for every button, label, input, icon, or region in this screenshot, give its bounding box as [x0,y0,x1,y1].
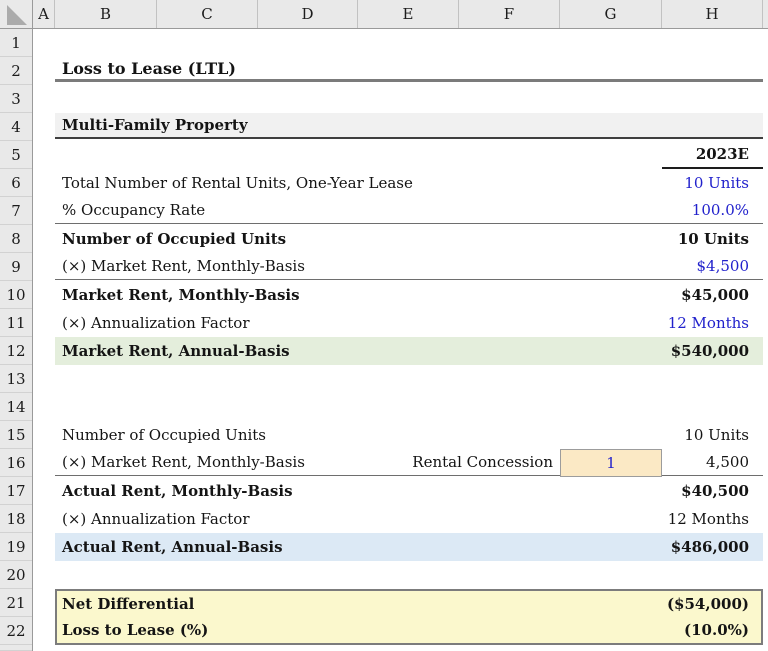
annualization-factor-2-label[interactable]: (×) Annualization Factor [62,510,250,528]
column-header-C[interactable]: C [157,0,258,28]
select-all-triangle-icon [7,5,27,25]
row-actual-rent-annual: Actual Rent, Annual-Basis $486,000 [55,533,763,561]
row-header-22[interactable]: 22 [0,617,32,645]
row-header-13[interactable]: 13 [0,365,32,393]
row-net-differential: Net Differential ($54,000) [57,591,761,617]
actual-rent-monthly-label[interactable]: Actual Rent, Monthly-Basis [62,482,293,500]
column-header-H[interactable]: H [662,0,763,28]
row-header-3[interactable]: 3 [0,85,32,113]
column-header-A[interactable]: A [33,0,55,28]
row-header-18[interactable]: 18 [0,505,32,533]
actual-rent-annual-value[interactable]: $486,000 [670,538,749,556]
row-annualization-factor-2: (×) Annualization Factor 12 Months [55,505,763,533]
row-market-rent-annual: Market Rent, Annual-Basis $540,000 [55,337,763,365]
row-annualization-factor: (×) Annualization Factor 12 Months [55,309,763,337]
select-all-corner[interactable] [0,0,33,28]
net-differential-value[interactable]: ($54,000) [666,595,749,613]
row-header-12[interactable]: 12 [0,337,32,365]
market-rent-monthly-2-value[interactable]: 4,500 [706,452,749,471]
actual-rent-annual-label[interactable]: Actual Rent, Annual-Basis [62,538,283,556]
row-headers: 1234567891011121314151617181920212223 [0,29,33,651]
row-header-19[interactable]: 19 [0,533,32,561]
row-occupancy-rate: % Occupancy Rate 100.0% [55,197,763,224]
annualization-factor-2-value[interactable]: 12 Months [667,510,749,528]
row-header-6[interactable]: 6 [0,169,32,197]
row-header-8[interactable]: 8 [0,225,32,253]
rental-concession-label: Rental Concession [412,453,553,471]
row-actual-rent-monthly: Actual Rent, Monthly-Basis $40,500 [55,477,763,505]
occupied-units-2-label[interactable]: Number of Occupied Units [62,426,267,444]
row-header-9[interactable]: 9 [0,253,32,281]
actual-rent-monthly-value[interactable]: $40,500 [681,482,749,500]
row-header-10[interactable]: 10 [0,281,32,309]
column-header-F[interactable]: F [459,0,560,28]
column-header-G[interactable]: G [560,0,662,28]
occupancy-rate-label[interactable]: % Occupancy Rate [62,200,206,219]
market-rent-monthly-value[interactable]: $45,000 [681,286,749,304]
occupied-units-2-value[interactable]: 10 Units [684,426,749,444]
occupied-units-value[interactable]: 10 Units [677,230,749,248]
occupancy-rate-value[interactable]: 100.0% [691,200,749,219]
row-header-11[interactable]: 11 [0,309,32,337]
row-header-23[interactable]: 23 [0,645,32,651]
loss-to-lease-pct-value[interactable]: (10.0%) [684,621,749,639]
net-differential-label[interactable]: Net Differential [62,595,195,613]
total-rental-units-value[interactable]: 10 Units [684,174,749,192]
cell-period-header[interactable]: 2023E [662,141,763,169]
section-header-text: Multi-Family Property [62,116,248,134]
market-rent-monthly-input-label[interactable]: (×) Market Rent, Monthly-Basis [62,256,305,275]
row-header-4[interactable]: 4 [0,113,32,141]
row-header-15[interactable]: 15 [0,421,32,449]
annualization-factor-value[interactable]: 12 Months [667,314,749,332]
market-rent-monthly-2-label[interactable]: (×) Market Rent, Monthly-Basis [62,452,305,471]
annualization-factor-label[interactable]: (×) Annualization Factor [62,314,250,332]
market-rent-monthly-input-value[interactable]: $4,500 [696,256,750,275]
row-header-2[interactable]: 2 [0,57,32,85]
market-rent-annual-value[interactable]: $540,000 [670,342,749,360]
column-header-E[interactable]: E [358,0,459,28]
summary-block: Net Differential ($54,000) Loss to Lease… [55,589,763,645]
row-header-20[interactable]: 20 [0,561,32,589]
row-header-16[interactable]: 16 [0,449,32,477]
sheet-title-text: Loss to Lease (LTL) [62,58,236,78]
rental-concession-input[interactable]: 1 [560,449,662,477]
row-total-rental-units: Total Number of Rental Units, One-Year L… [55,169,763,197]
column-header-sliver [763,0,768,28]
column-header-B[interactable]: B [55,0,157,28]
market-rent-annual-label[interactable]: Market Rent, Annual-Basis [62,342,290,360]
row-occupied-units: Number of Occupied Units 10 Units [55,225,763,253]
row-header-1[interactable]: 1 [0,29,32,57]
row-header-21[interactable]: 21 [0,589,32,617]
row-header-17[interactable]: 17 [0,477,32,505]
total-rental-units-label[interactable]: Total Number of Rental Units, One-Year L… [62,174,413,192]
column-header-D[interactable]: D [258,0,358,28]
row-loss-to-lease-pct: Loss to Lease (%) (10.0%) [57,617,761,643]
market-rent-monthly-label[interactable]: Market Rent, Monthly-Basis [62,286,300,304]
occupied-units-label[interactable]: Number of Occupied Units [62,230,287,248]
row-market-rent-monthly-2: (×) Market Rent, Monthly-Basis Rental Co… [55,449,763,476]
row-header-7[interactable]: 7 [0,197,32,225]
loss-to-lease-pct-label[interactable]: Loss to Lease (%) [62,621,209,639]
row-market-rent-monthly: Market Rent, Monthly-Basis $45,000 [55,281,763,309]
row-market-rent-monthly-input: (×) Market Rent, Monthly-Basis $4,500 [55,253,763,280]
row-header-5[interactable]: 5 [0,141,32,169]
row-occupied-units-2: Number of Occupied Units 10 Units [55,421,763,449]
cell-section-header[interactable]: Multi-Family Property [55,113,763,139]
row-header-14[interactable]: 14 [0,393,32,421]
cell-sheet-title[interactable]: Loss to Lease (LTL) [55,57,763,82]
